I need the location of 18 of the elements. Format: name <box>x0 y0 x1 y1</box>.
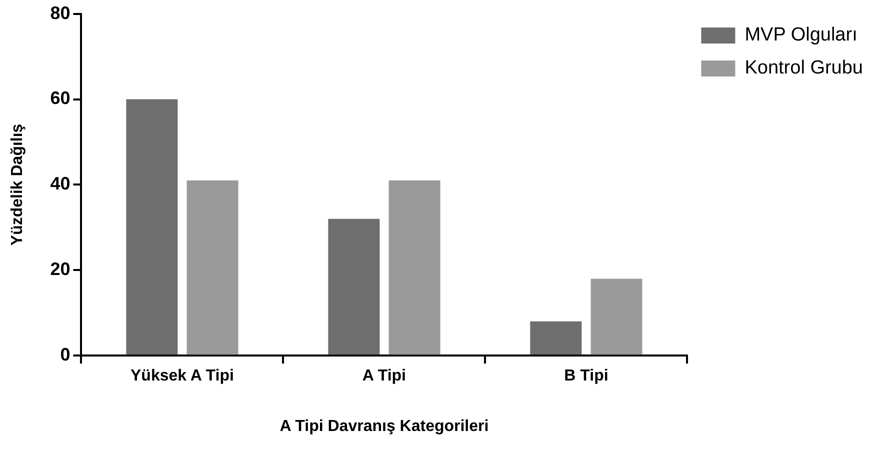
bar <box>388 180 440 355</box>
x-tick-label: A Tipi <box>362 368 406 385</box>
y-axis-title: Yüzdelik Dağılış <box>9 124 26 246</box>
bar <box>328 218 380 355</box>
legend-label: MVP Olguları <box>744 24 858 46</box>
bar <box>186 180 238 355</box>
y-tick-label: 80 <box>50 2 70 23</box>
bar <box>530 321 582 355</box>
y-tick-label: 20 <box>50 259 70 280</box>
x-tick-label: Yüksek A Tipi <box>130 368 234 385</box>
legend-label: Kontrol Grubu <box>744 58 864 79</box>
y-tick-label: 60 <box>50 88 70 108</box>
bar <box>590 278 642 355</box>
y-tick-label: 0 <box>60 344 70 365</box>
x-tick-label: B Tipi <box>564 368 608 385</box>
y-tick-label: 40 <box>50 174 70 194</box>
x-axis-title: A Tipi Davranış Kategorileri <box>280 418 489 435</box>
bar <box>126 99 178 355</box>
